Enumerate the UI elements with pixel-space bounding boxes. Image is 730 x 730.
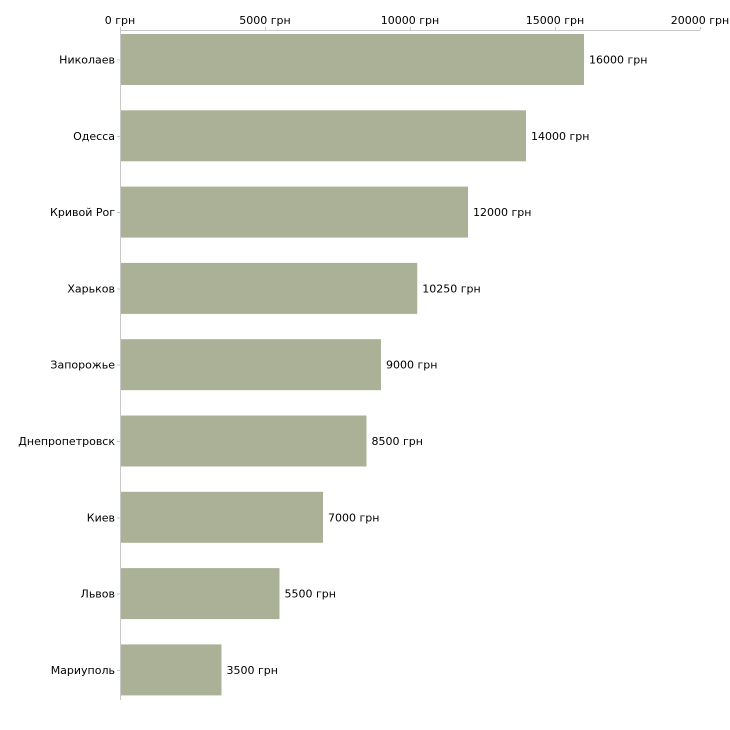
category-label: Львов [81,588,115,601]
data-label: 12000 грн [473,206,531,219]
category-label: Одесса [73,130,115,143]
bar [121,262,418,314]
data-label: 7000 грн [328,511,379,524]
category-label: Мариуполь [51,664,115,677]
bar [121,491,323,543]
data-label: 8500 грн [372,435,423,448]
x-tick-label: 10000 грн [381,14,439,27]
category-label: Днепропетровск [18,435,115,448]
category-label: Запорожье [50,359,115,372]
bar [121,415,367,467]
data-label: 5500 грн [285,588,336,601]
bar [121,568,280,620]
data-label: 14000 грн [531,130,589,143]
data-label: 9000 грн [386,359,437,372]
x-axis: 0 грн 5000 грн 10000 грн 15000 грн 20000 грн [105,14,729,30]
x-tick-label: 20000 грн [671,14,729,27]
category-label: Киев [87,511,115,524]
x-tick-label: 5000 грн [239,14,290,27]
category-label: Николаев [59,54,115,67]
data-label: 16000 грн [589,54,647,67]
category-label: Харьков [67,282,115,295]
x-tick-label: 15000 грн [526,14,584,27]
bar [121,34,584,85]
data-label: 10250 грн [422,282,480,295]
category-labels: Николаев Одесса Кривой Рог Харьков Запорожье… [18,54,120,677]
data-label: 3500 грн [227,664,278,677]
value-labels: 16000 грн 14000 грн 12000 грн 10250 грн 9000… [227,54,648,677]
bar [121,644,222,696]
bars [121,34,584,696]
category-label: Кривой Рог [50,206,115,219]
bar [121,110,526,162]
bar [121,186,468,238]
bar [121,339,381,391]
x-tick-label: 0 грн [105,14,135,27]
